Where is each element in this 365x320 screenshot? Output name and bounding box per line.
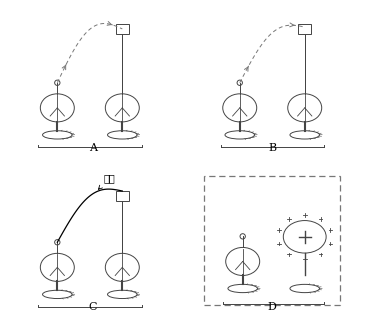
Circle shape <box>55 80 60 85</box>
Ellipse shape <box>108 290 137 299</box>
Ellipse shape <box>225 131 254 139</box>
Circle shape <box>55 240 60 245</box>
Text: D: D <box>268 302 277 312</box>
Text: B: B <box>268 143 276 153</box>
Circle shape <box>240 234 245 239</box>
Bar <box>204 176 340 305</box>
Ellipse shape <box>105 253 139 281</box>
Ellipse shape <box>288 94 322 122</box>
Bar <box>116 191 128 201</box>
Ellipse shape <box>41 94 74 122</box>
Ellipse shape <box>290 284 319 292</box>
Ellipse shape <box>43 131 72 139</box>
Ellipse shape <box>283 220 326 253</box>
Ellipse shape <box>105 94 139 122</box>
Ellipse shape <box>223 94 257 122</box>
Text: A: A <box>89 143 97 153</box>
Bar <box>116 24 128 34</box>
Ellipse shape <box>290 131 319 139</box>
Ellipse shape <box>228 284 257 292</box>
Ellipse shape <box>41 253 74 281</box>
Circle shape <box>237 80 242 85</box>
Ellipse shape <box>43 290 72 299</box>
Text: C: C <box>89 302 97 312</box>
Text: 导线: 导线 <box>99 173 115 189</box>
Ellipse shape <box>108 131 137 139</box>
Bar <box>299 24 311 34</box>
Ellipse shape <box>226 247 260 276</box>
